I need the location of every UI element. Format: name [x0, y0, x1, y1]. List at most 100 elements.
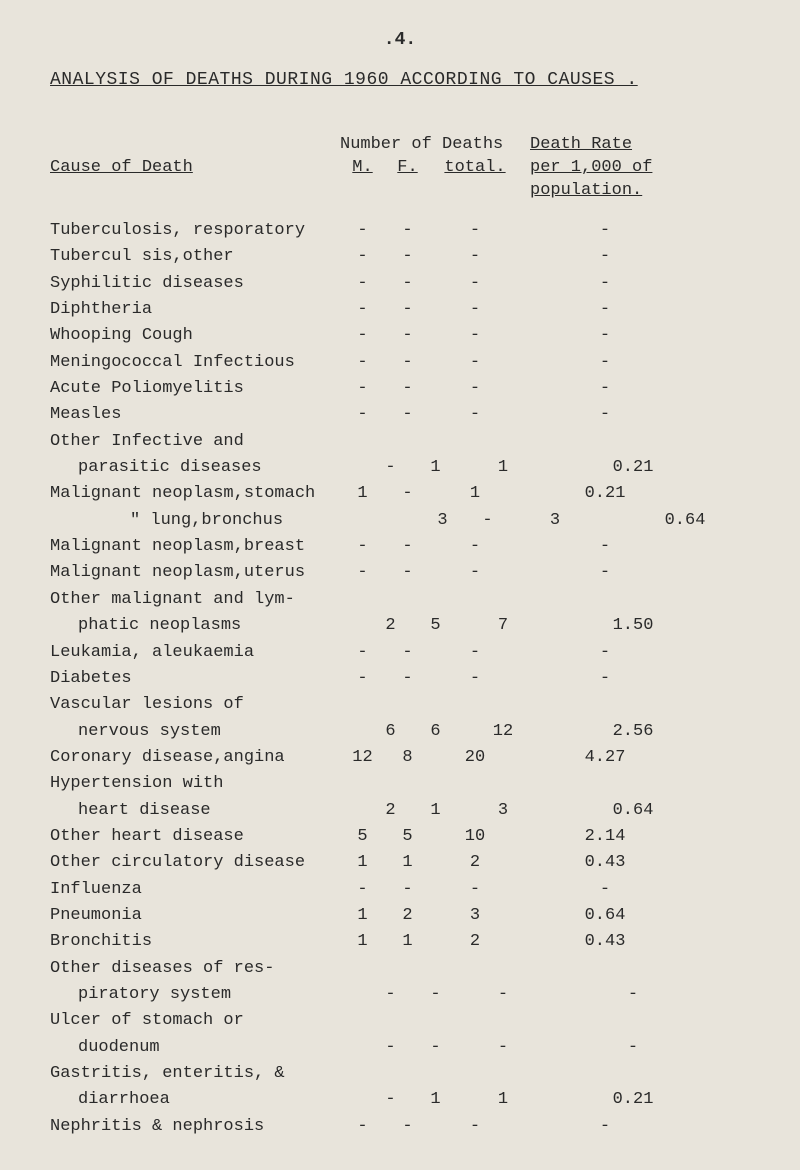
cell-f: 5: [385, 824, 430, 850]
table-row: Leukamia, aleukaemia----: [50, 640, 750, 666]
table-row: Vascular lesions of: [50, 692, 750, 718]
cell-m: -: [340, 271, 385, 297]
cell-cause: Bronchitis: [50, 929, 340, 955]
cell-total: -: [430, 350, 520, 376]
cell-total: 10: [430, 824, 520, 850]
cell-m: 3: [420, 508, 465, 534]
cell-rate: 0.21: [548, 455, 718, 481]
cell-total: -: [430, 271, 520, 297]
header-death-rate: Death Rate: [520, 135, 700, 154]
page-title: ANALYSIS OF DEATHS DURING 1960 ACCORDING…: [50, 70, 750, 90]
cell-rate: -: [548, 1035, 718, 1061]
cell-rate: -: [520, 1114, 690, 1140]
cell-rate: 2.56: [548, 719, 718, 745]
cell-rate: -: [520, 877, 690, 903]
cell-total: 2: [430, 850, 520, 876]
table-row: Nephritis & nephrosis----: [50, 1114, 750, 1140]
cell-rate: -: [520, 323, 690, 349]
cell-total: 20: [430, 745, 520, 771]
table-row: Other Infective and: [50, 429, 750, 455]
cell-m: 1: [340, 481, 385, 507]
cell-total: 1: [458, 1087, 548, 1113]
cell-f: -: [385, 402, 430, 428]
table-row: Bronchitis1120.43: [50, 929, 750, 955]
cell-rate: 4.27: [520, 745, 690, 771]
cell-f: -: [385, 323, 430, 349]
cell-total: 3: [430, 903, 520, 929]
cell-total: -: [458, 982, 548, 1008]
cell-total: -: [430, 560, 520, 586]
cell-total: [430, 771, 520, 797]
cell-rate: -: [520, 218, 690, 244]
cell-rate: [520, 429, 690, 455]
cell-cause: Other malignant and lym-: [50, 587, 340, 613]
table-row: Gastritis, enteritis, &: [50, 1061, 750, 1087]
cell-cause: Other heart disease: [50, 824, 340, 850]
page-number: .4.: [50, 30, 750, 50]
table-row: Malignant neoplasm,uterus----: [50, 560, 750, 586]
table-row: Hypertension with: [50, 771, 750, 797]
cell-total: 1: [430, 481, 520, 507]
table-row: Malignant neoplasm,stomach1-10.21: [50, 481, 750, 507]
header-per1000: per 1,000 of: [520, 158, 700, 177]
cell-f: 1: [385, 929, 430, 955]
table-row: Malignant neoplasm,breast----: [50, 534, 750, 560]
cell-cause: parasitic diseases: [50, 455, 368, 481]
cell-f: -: [385, 877, 430, 903]
table-row: diarrhoea-110.21: [50, 1087, 750, 1113]
cell-m: -: [340, 402, 385, 428]
cell-cause: Acute Poliomyelitis: [50, 376, 340, 402]
table-row: nervous system66122.56: [50, 719, 750, 745]
cell-m: -: [368, 982, 413, 1008]
cell-rate: -: [520, 666, 690, 692]
cell-m: [340, 429, 385, 455]
cell-total: -: [430, 297, 520, 323]
cell-cause: Vascular lesions of: [50, 692, 340, 718]
cell-rate: -: [520, 350, 690, 376]
cell-cause: Diphtheria: [50, 297, 340, 323]
header-number-deaths: Number of Deaths: [340, 135, 520, 154]
cell-m: 1: [340, 929, 385, 955]
table-row: Measles----: [50, 402, 750, 428]
cell-total: [430, 956, 520, 982]
cell-rate: -: [520, 402, 690, 428]
cell-cause: Whooping Cough: [50, 323, 340, 349]
cell-m: -: [340, 244, 385, 270]
header-population: population.: [520, 181, 700, 200]
cell-f: 5: [413, 613, 458, 639]
cell-m: -: [368, 1035, 413, 1061]
table-row: Coronary disease,angina128204.27: [50, 745, 750, 771]
cell-rate: -: [520, 244, 690, 270]
header-cause: Cause of Death: [50, 158, 340, 177]
cell-f: [385, 956, 430, 982]
header-f: F.: [385, 158, 430, 177]
cell-m: [340, 587, 385, 613]
cell-m: -: [340, 376, 385, 402]
cell-total: [430, 429, 520, 455]
cell-cause: phatic neoplasms: [50, 613, 368, 639]
cell-rate: [520, 587, 690, 613]
cell-cause: Syphilitic diseases: [50, 271, 340, 297]
cell-f: -: [385, 666, 430, 692]
cell-cause: Tubercul sis,other: [50, 244, 340, 270]
cell-f: -: [413, 1035, 458, 1061]
cell-cause: Meningococcal Infectious: [50, 350, 340, 376]
table-row: Meningococcal Infectious----: [50, 350, 750, 376]
cell-m: 1: [340, 903, 385, 929]
table-body: Tuberculosis, resporatory----Tubercul si…: [50, 218, 750, 1140]
cell-total: [430, 587, 520, 613]
cell-f: 2: [385, 903, 430, 929]
cell-f: [385, 429, 430, 455]
cell-f: -: [413, 982, 458, 1008]
cell-m: [340, 1008, 385, 1034]
cell-f: [385, 1008, 430, 1034]
cell-cause: Gastritis, enteritis, &: [50, 1061, 340, 1087]
cell-f: -: [385, 271, 430, 297]
cell-m: 2: [368, 798, 413, 824]
cell-m: 2: [368, 613, 413, 639]
cell-rate: 0.64: [548, 798, 718, 824]
header-total: total.: [430, 158, 520, 177]
table-row: Diphtheria----: [50, 297, 750, 323]
table-row: Ulcer of stomach or: [50, 1008, 750, 1034]
cell-cause: Hypertension with: [50, 771, 340, 797]
